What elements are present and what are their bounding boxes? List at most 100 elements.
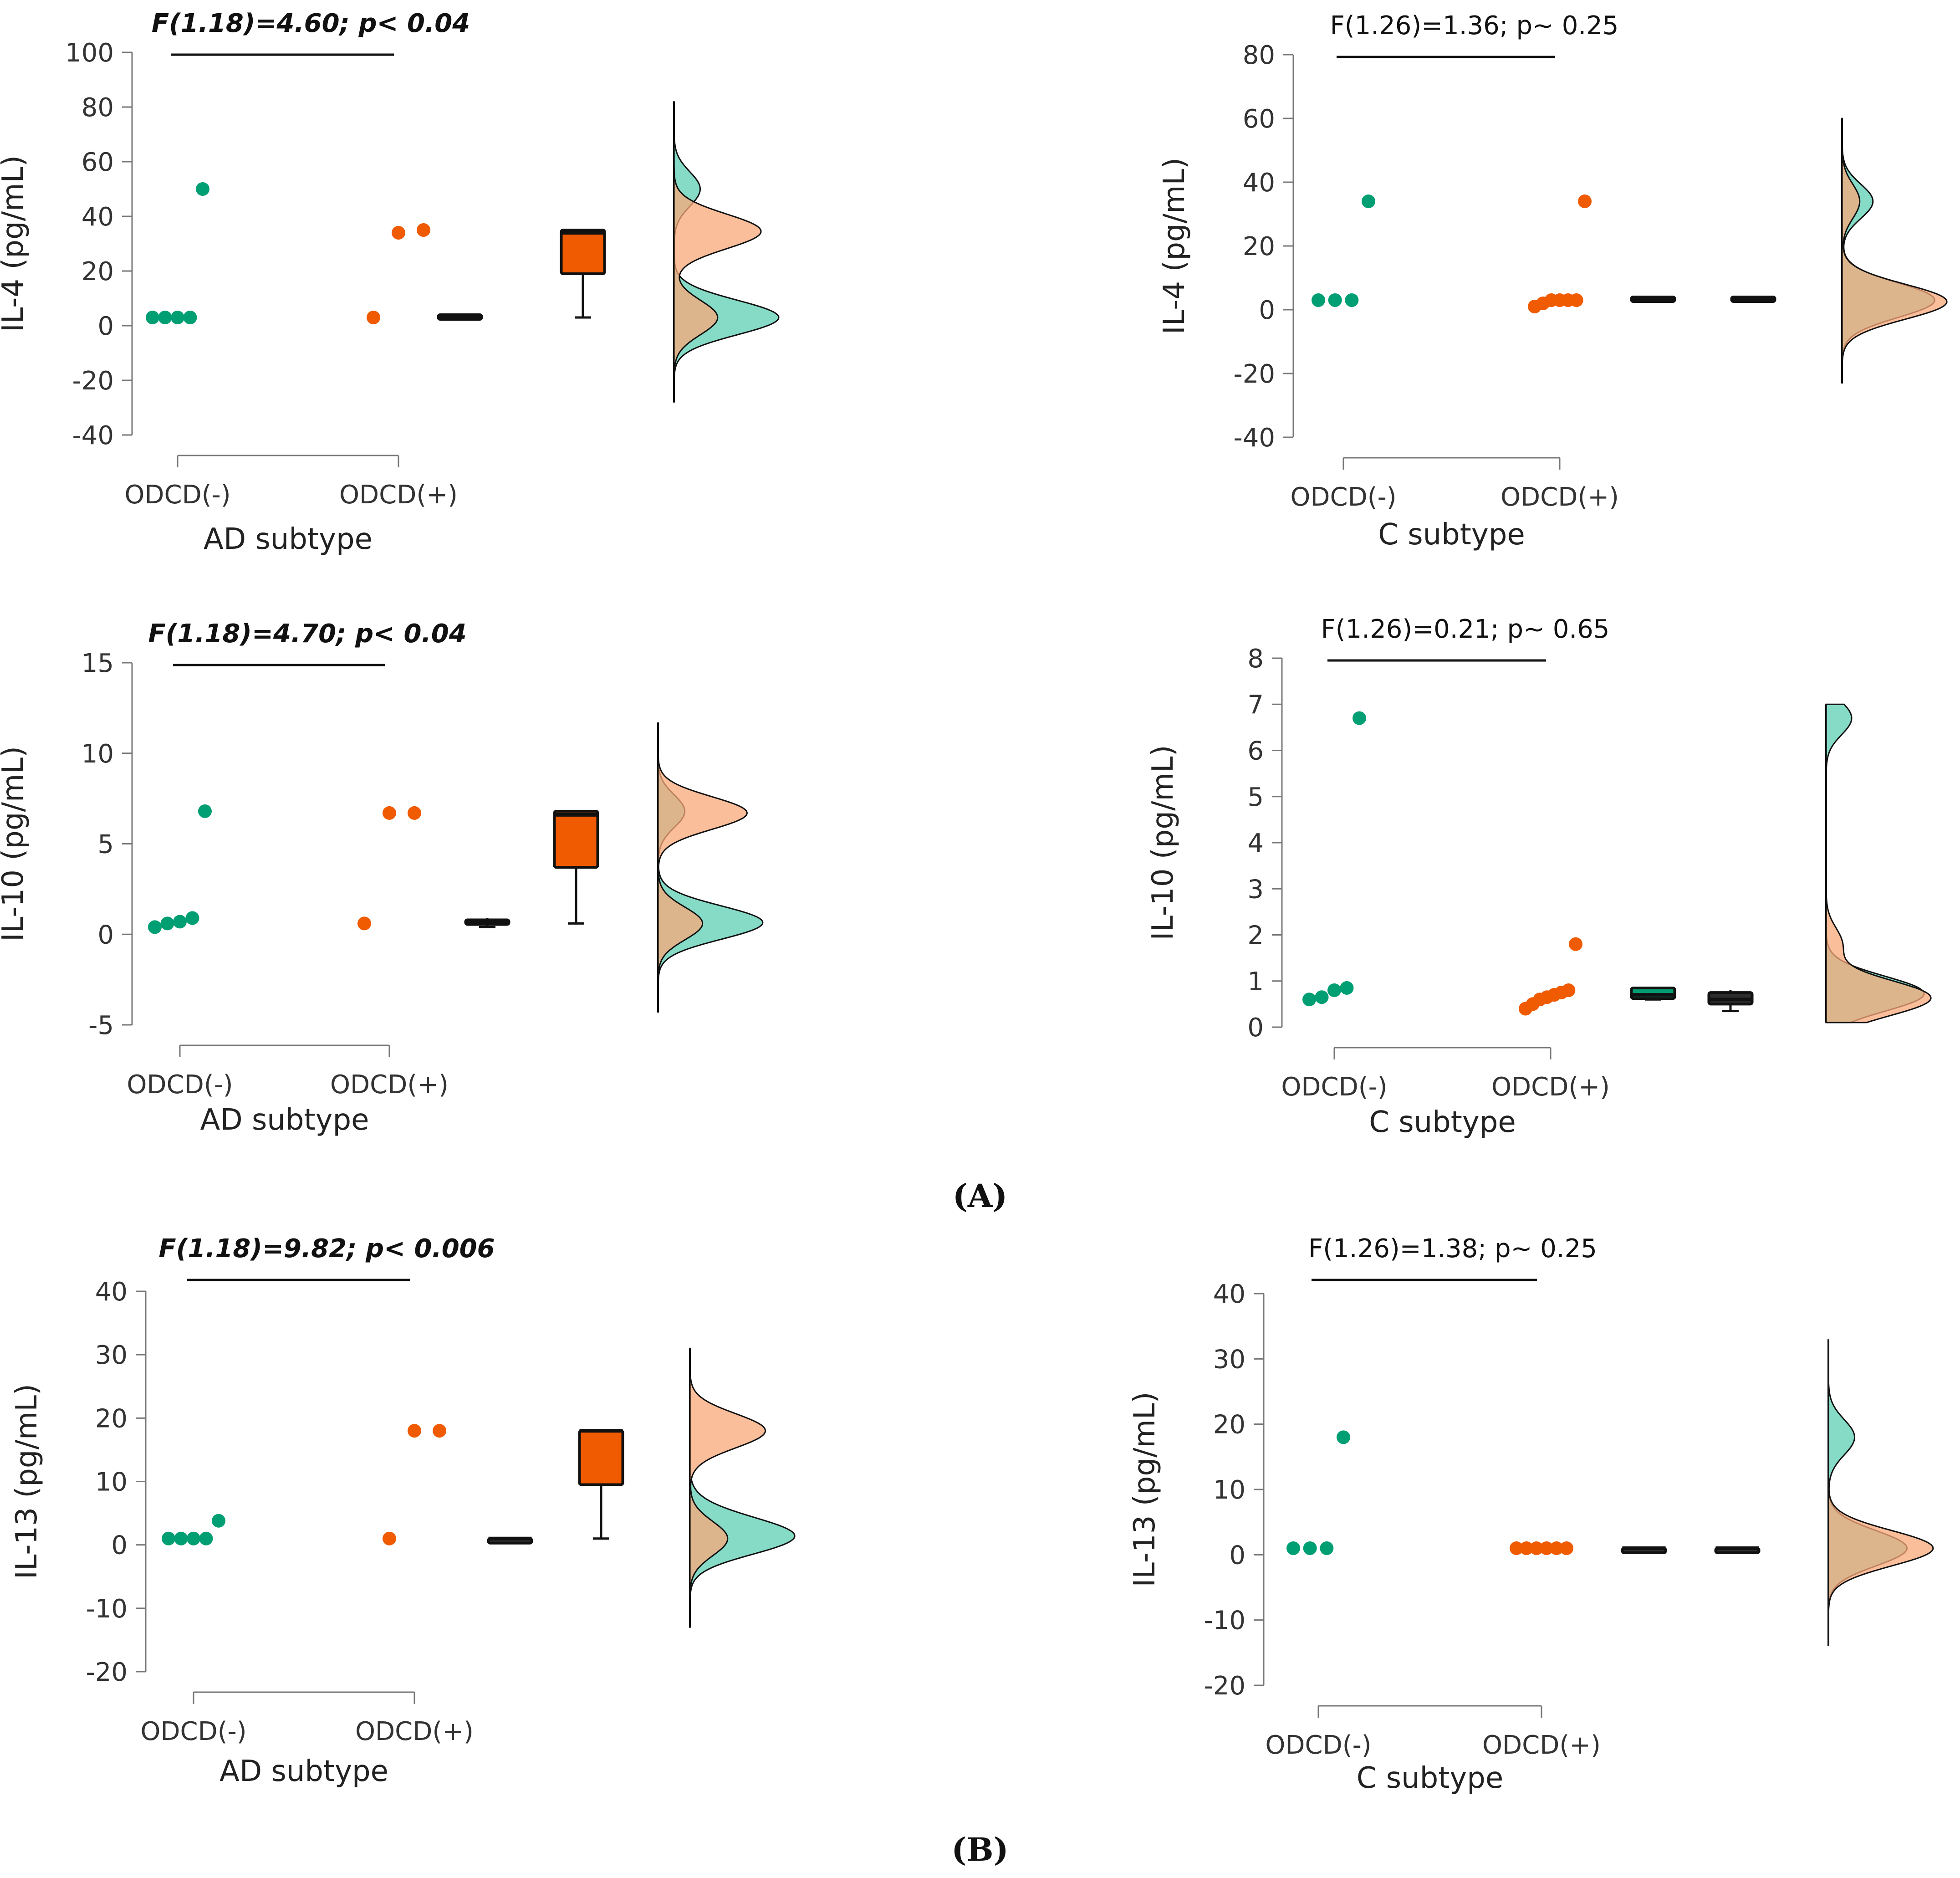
y-tick-label: 20 <box>1243 232 1275 261</box>
y-tick-label: 100 <box>65 38 114 68</box>
data-point-pos <box>1510 1541 1523 1555</box>
data-point-neg <box>174 1531 188 1545</box>
data-point-pos <box>392 226 405 240</box>
x-axis-label: AD subtype <box>219 1755 388 1788</box>
y-tick-label: -40 <box>1234 423 1275 453</box>
data-point-neg <box>1353 711 1366 725</box>
y-tick-label: 60 <box>82 148 114 177</box>
y-tick-label: 5 <box>97 830 114 860</box>
y-axis-label: IL-13 (pg/mL) <box>1128 1392 1162 1587</box>
y-tick-label: 10 <box>82 739 114 769</box>
chart-4: 0 1 2 3 4 5 6 7 8 ODCD(-) ODCD(+)C subtype IL-10 (p… <box>1146 614 1932 1139</box>
x-tick-label-neg: ODCD(-) <box>1265 1730 1371 1760</box>
panel-label-b: (B) <box>951 1831 1008 1868</box>
stat-annotation: F(1.18)=9.82; p< 0.006 <box>158 1234 495 1264</box>
data-point-neg <box>1302 993 1316 1007</box>
y-tick-label: 0 <box>97 920 114 950</box>
x-axis-label: C subtype <box>1378 518 1525 552</box>
data-point-pos <box>1569 937 1582 951</box>
data-point-pos <box>1540 1541 1553 1555</box>
data-point-neg <box>1328 293 1342 307</box>
chart-6: -20 -10 0 10 20 30 40 ODCD(-) ODCD(+)C subtype IL… <box>1128 1234 1934 1795</box>
y-tick-label: 4 <box>1247 829 1264 858</box>
y-tick-label: 80 <box>1243 41 1275 70</box>
density-pos <box>1825 704 1932 1023</box>
y-tick-label: 15 <box>82 649 114 678</box>
data-point-neg <box>1340 981 1354 995</box>
data-point-pos <box>1520 1541 1533 1555</box>
y-tick-label: 0 <box>1229 1540 1245 1570</box>
density-pos <box>673 102 762 402</box>
data-point-neg <box>1362 194 1375 208</box>
x-tick-label-pos: ODCD(+) <box>1482 1730 1601 1760</box>
x-axis-label: AD subtype <box>200 1103 369 1137</box>
y-tick-label: 20 <box>82 257 114 287</box>
stat-annotation: F(1.26)=1.38; p~ 0.25 <box>1308 1234 1597 1264</box>
x-tick-label-pos: ODCD(+) <box>339 480 458 510</box>
data-point-pos <box>1578 194 1592 208</box>
data-point-pos <box>1569 293 1583 307</box>
y-tick-label: 30 <box>1213 1345 1245 1374</box>
y-tick-label: -10 <box>1204 1606 1245 1636</box>
x-tick-label-pos: ODCD(+) <box>355 1717 474 1746</box>
data-point-pos <box>408 806 421 820</box>
y-tick-label: 30 <box>95 1341 128 1370</box>
chart-3: -5 0 5 10 15 ODCD(-) ODCD(+)AD subtype IL-10 (p… <box>0 619 764 1137</box>
x-axis-label: C subtype <box>1357 1761 1504 1795</box>
data-point-neg <box>1312 293 1325 307</box>
y-tick-label: 20 <box>1213 1410 1245 1440</box>
x-tick-label-pos: ODCD(+) <box>1491 1072 1610 1102</box>
y-axis-label: IL-10 (pg/mL) <box>1146 745 1180 940</box>
y-tick-label: -5 <box>88 1011 114 1040</box>
y-tick-label: 3 <box>1247 875 1264 904</box>
y-tick-label: 0 <box>1259 296 1275 325</box>
data-point-neg <box>185 911 199 925</box>
data-point-pos <box>1550 1541 1563 1555</box>
panel-label-a: (A) <box>953 1177 1008 1215</box>
y-tick-label: 20 <box>95 1404 128 1433</box>
chart-5: -20 -10 0 10 20 30 40 ODCD(-) ODCD(+) AD subtype I… <box>10 1234 796 1788</box>
data-point-neg <box>146 311 159 324</box>
y-axis-label: IL-4 (pg/mL) <box>1158 158 1191 334</box>
data-point-neg <box>148 920 162 934</box>
x-tick-label-neg: ODCD(-) <box>1290 482 1396 512</box>
y-axis-label: IL-13 (pg/mL) <box>10 1384 44 1579</box>
data-point-pos <box>408 1424 421 1438</box>
data-point-neg <box>1320 1541 1334 1555</box>
y-tick-label: 80 <box>82 93 114 123</box>
y-tick-label: 40 <box>82 202 114 232</box>
data-point-neg <box>187 1531 200 1545</box>
data-point-pos <box>383 1531 396 1545</box>
data-point-pos <box>1530 1541 1543 1555</box>
box-pos <box>560 229 606 275</box>
density-pos <box>1827 1339 1934 1646</box>
y-tick-label: -20 <box>1204 1671 1245 1701</box>
x-tick-label-neg: ODCD(-) <box>1281 1072 1387 1102</box>
stat-annotation: F(1.18)=4.70; p< 0.04 <box>148 619 466 649</box>
y-tick-label: 0 <box>1247 1013 1264 1043</box>
y-tick-label: 10 <box>1213 1475 1245 1505</box>
data-point-neg <box>173 915 187 929</box>
y-tick-label: 60 <box>1243 104 1275 134</box>
y-tick-label: -40 <box>72 421 114 450</box>
y-tick-label: -10 <box>86 1594 128 1624</box>
density-neg <box>657 722 764 1013</box>
data-point-pos <box>357 916 371 931</box>
box-pos <box>578 1429 624 1486</box>
data-point-neg <box>158 311 172 324</box>
data-point-neg <box>212 1514 225 1528</box>
x-tick-label-neg: ODCD(-) <box>127 1070 233 1100</box>
data-point-pos <box>367 311 380 324</box>
data-point-neg <box>198 804 212 818</box>
density-neg <box>689 1348 796 1627</box>
y-tick-label: 5 <box>1247 783 1264 812</box>
y-tick-label: 40 <box>1213 1279 1245 1309</box>
y-tick-label: -20 <box>1234 359 1275 389</box>
data-point-neg <box>1303 1541 1317 1555</box>
x-tick-label-neg: ODCD(-) <box>140 1717 246 1746</box>
stat-annotation: F(1.18)=4.60; p< 0.04 <box>152 9 470 38</box>
y-tick-label: 8 <box>1247 644 1264 674</box>
x-tick-label-pos: ODCD(+) <box>330 1070 449 1100</box>
data-point-neg <box>199 1531 213 1545</box>
